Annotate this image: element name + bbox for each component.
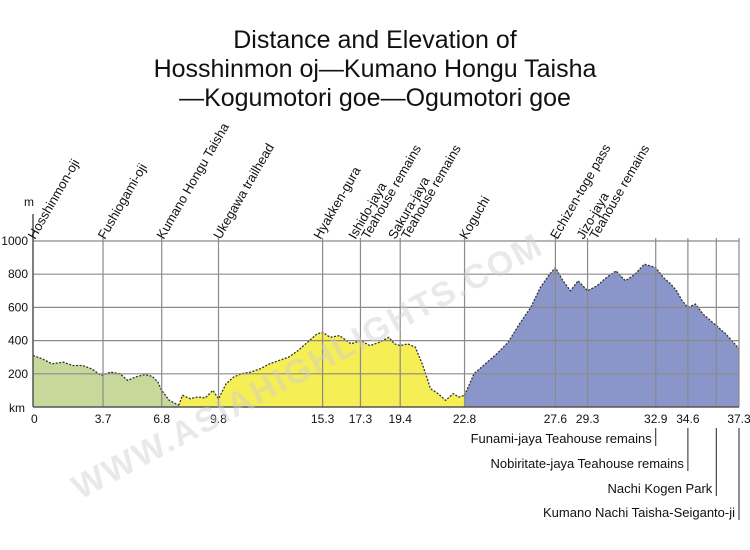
x-tick-label-0: 0: [31, 412, 38, 426]
waypoint-label-bottom-2: Nachi Kogen Park: [608, 481, 713, 496]
x-tick-label-3: 9.8: [210, 412, 227, 426]
waypoint-labels-bottom: Funami-jaya Teahouse remains Nobiritate-j…: [471, 428, 740, 520]
waypoint-label-top-1: Fushiogami-oji: [95, 161, 150, 242]
x-tick-label-4: 15.3: [311, 412, 335, 426]
y-tick-label-2: 400: [8, 334, 28, 348]
x-tick-label-2: 6.8: [153, 412, 170, 426]
waypoint-label-top-9: Koguchi: [456, 193, 493, 241]
x-tick-label-6: 19.4: [389, 412, 413, 426]
waypoint-label-top-3: Ukegawa trailhead: [210, 141, 277, 242]
title-line-2: Hosshinmon oj—Kumano Hongu Taisha: [153, 55, 597, 83]
x-tick-label-11: 34.6: [676, 412, 700, 426]
x-tick-label-5: 17.3: [349, 412, 373, 426]
chart-axes: m km: [9, 195, 739, 415]
y-tick-label-3: 600: [8, 300, 28, 314]
y-tick-label-1: 200: [8, 367, 28, 381]
waypoint-label-bottom-3: Kumano Nachi Taisha-Seiganto-ji: [543, 505, 735, 520]
x-tick-label-12: 37.3: [727, 412, 750, 426]
x-tick-label-9: 29.3: [576, 412, 600, 426]
elevation-profile-line-3: [463, 263, 740, 396]
y-tick-label-4: 800: [8, 267, 28, 281]
x-tick-label-1: 3.7: [95, 412, 112, 426]
axis-ticks: 200 400 600 800 1000 0 3.7 6.8 9.8 15.3 17.3 19.4 22…: [1, 234, 750, 426]
watermark: WWW.ASIAHIGHLIGHTS.COM: [66, 226, 550, 507]
title-line-3: —Kogumotori goe—Ogumotori goe: [179, 84, 571, 112]
elevation-profile-line-1: [32, 354, 180, 406]
y-tick-label-5: 1000: [1, 234, 28, 248]
x-axis-unit-label: km: [9, 401, 25, 415]
y-axis-unit-label: m: [24, 195, 34, 209]
chart-title: Distance and Elevation of Hosshinmon oj—…: [0, 26, 750, 113]
x-tick-label-7: 22.8: [453, 412, 477, 426]
x-tick-label-10: 32.9: [644, 412, 668, 426]
x-tick-label-8: 27.6: [544, 412, 568, 426]
elevation-area-2: [178, 332, 465, 407]
waypoint-labels-top: Hosshinmon-oji Fushiogami-oji Kumano Hongu…: [25, 120, 653, 242]
elevation-area-3: [464, 264, 739, 407]
title-line-1: Distance and Elevation of: [233, 26, 517, 54]
elevation-area-1: [33, 355, 179, 407]
waypoint-label-bottom-0: Funami-jaya Teahouse remains: [471, 431, 653, 446]
chart-grid: [33, 238, 740, 407]
waypoint-label-bottom-1: Nobiritate-jaya Teahouse remains: [490, 456, 684, 471]
